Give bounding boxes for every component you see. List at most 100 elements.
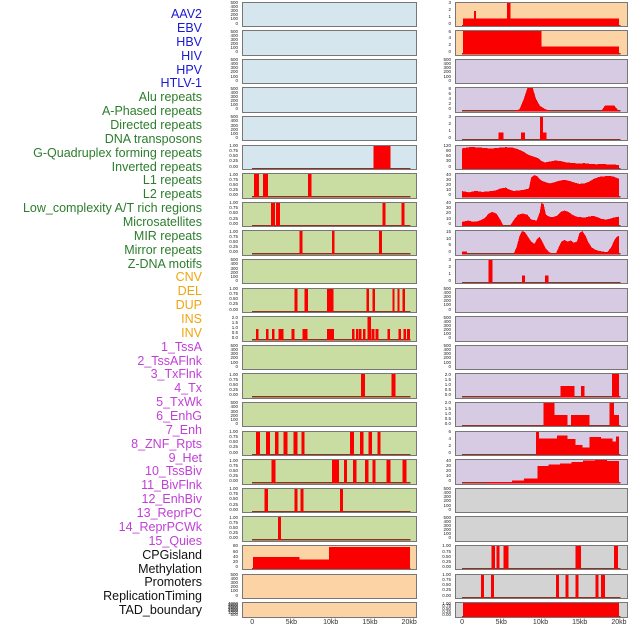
tick-label: 6 [448, 90, 451, 96]
signal-bar [375, 328, 379, 341]
y-axis-ticks-left-16: 1.00 0.75 0.50 0.25 0.00 [212, 429, 240, 457]
track-box-left-11 [242, 287, 417, 313]
y-axis-ticks-right-12: 500 400 300 200 100 0 [425, 314, 453, 342]
tick-label: 200 [230, 584, 238, 590]
tick-label: 100 [230, 588, 238, 594]
tick-label: 0.75 [229, 176, 238, 182]
signal-bar [291, 328, 295, 341]
tick-label: 30 [445, 176, 451, 182]
tick-label: 1.00 [442, 543, 451, 549]
signal-bar [359, 431, 364, 455]
signal-bar [575, 444, 583, 455]
track-box-left-2 [242, 30, 417, 56]
tick-label: 30 [445, 462, 451, 468]
row-label-2-tssaflnk: 2_TssAFlnk [137, 353, 202, 368]
row-label-cnv: CNV [175, 270, 202, 285]
tick-label: 0 [448, 535, 451, 541]
tick-label: 20 [232, 558, 238, 564]
tick-label: 0.75 [442, 548, 451, 554]
tick-label: 90 [445, 148, 451, 154]
signal-bar [275, 202, 280, 227]
signal-bar [362, 328, 366, 341]
tick-label: 400 [443, 490, 451, 496]
signal-bar [329, 547, 411, 570]
track-box-right-22 [455, 602, 628, 619]
tick-label: 0.25 [442, 608, 451, 614]
track-plot [456, 289, 627, 313]
tick-label: 0.50 [229, 525, 238, 531]
tick-label: 0.00 [229, 478, 238, 484]
tick-label: 0.75 [229, 491, 238, 497]
tick-label: 3000 [227, 603, 238, 609]
tick-label: 500 [443, 57, 451, 63]
row-label-mirror-repeats: Mirror repeats [124, 242, 202, 257]
signal-bar [473, 10, 477, 26]
tick-label: 0.25 [229, 472, 238, 478]
signal-bar [387, 328, 391, 341]
signal-bar [264, 488, 268, 513]
track-plot [461, 374, 621, 398]
baseline [251, 253, 411, 255]
tick-label: 0.75 [229, 519, 238, 525]
tick-label: 400 [443, 347, 451, 353]
tick-label: 3 [448, 114, 451, 120]
tick-label: 200 [230, 98, 238, 104]
track-plot [243, 88, 416, 112]
signal-bar [556, 574, 560, 598]
x-axis-label-left-10kb: 10kb [323, 619, 339, 626]
signal-bar [368, 431, 372, 455]
track-plot [456, 346, 627, 370]
tick-label: 1.5 [444, 376, 451, 382]
tick-label: 100 [230, 73, 238, 79]
row-label-g-quadruplex-forming-repeats: G-Quadruplex forming repeats [33, 145, 202, 160]
tick-label: 100 [443, 302, 451, 308]
signal-bar [589, 436, 602, 455]
signal-bar [595, 574, 599, 598]
track-box-right-21 [455, 573, 628, 599]
track-plot [251, 488, 411, 513]
signal-area [462, 202, 620, 227]
track-plot [251, 202, 411, 227]
tick-label: 400 [230, 404, 238, 410]
tick-label: 500 [443, 314, 451, 320]
tick-label: 0.00 [229, 249, 238, 255]
track-box-left-16 [242, 430, 417, 456]
signal-bar [594, 460, 608, 484]
tick-label: 400 [443, 518, 451, 524]
tick-label: 500 [230, 114, 238, 120]
signal-bar [301, 431, 305, 455]
signal-bar [373, 145, 391, 169]
row-label-promoters: Promoters [144, 575, 202, 590]
row-label-7-enh: 7_Enh [165, 422, 202, 437]
tick-label: 0.25 [229, 158, 238, 164]
y-axis-ticks-right-11: 500 400 300 200 100 0 [425, 286, 453, 314]
x-axis-label-right-20kb: 20kb [611, 619, 627, 626]
tick-label: 0.25 [229, 301, 238, 307]
signal-bar [278, 328, 284, 341]
signal-bar [343, 460, 347, 484]
x-axis-label-right-0: 0 [460, 619, 464, 626]
signal-bar [391, 374, 396, 398]
track-box-right-15 [455, 401, 628, 428]
baseline [251, 396, 411, 398]
tick-label: 1.00 [229, 228, 238, 234]
tick-label: 400 [443, 318, 451, 324]
row-label-cpgisland: CPGisland [142, 547, 202, 562]
tick-label: 0 [448, 335, 451, 341]
tick-label: 400 [230, 261, 238, 267]
track-plot [251, 317, 411, 341]
track-plot [461, 603, 621, 618]
row-label-1-tssa: 1_TssA [161, 339, 202, 354]
signal-bar [294, 488, 298, 513]
signal-bar [542, 132, 547, 141]
signal-bar [392, 288, 395, 312]
signal-bar [398, 328, 402, 341]
tick-label: 1.5 [231, 319, 238, 325]
signal-bar [300, 488, 304, 513]
y-axis-ticks-left-18: 1.00 0.75 0.50 0.25 0.00 [212, 486, 240, 514]
signal-bar [371, 328, 375, 341]
tick-label: 200 [443, 498, 451, 504]
row-label-14-reprpcwk: 14_ReprPCWk [118, 519, 202, 534]
